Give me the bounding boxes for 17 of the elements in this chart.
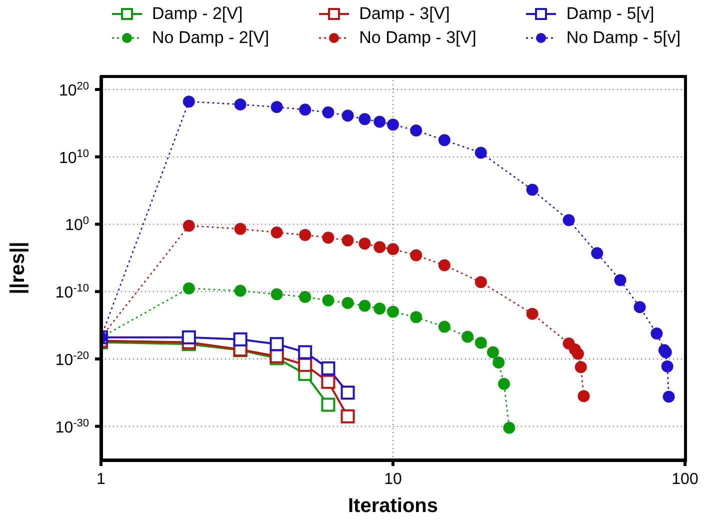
x-axis-title: Iterations — [348, 495, 438, 517]
y-tick-label: 10$^{20}$ — [58, 80, 89, 100]
y-tick-label: 10$^{-10}$ — [55, 282, 89, 302]
legend-label: No Damp - 3[V] — [359, 28, 476, 48]
y-tick-label: 10$^{-30}$ — [55, 417, 89, 436]
legend-label: Damp - 5[v] — [566, 4, 654, 24]
y-tick-label: 10$^{-20}$ — [55, 350, 89, 369]
legend-label: No Damp - 2[V] — [152, 28, 270, 48]
legend-label: Damp - 2[V] — [152, 4, 243, 24]
legend-label: No Damp - 5[v] — [566, 28, 681, 48]
y-tick-label: 10$^{0}$ — [65, 215, 89, 234]
y-tick-label: 10$^{10}$ — [58, 148, 89, 167]
x-tick-label: 1 — [96, 471, 106, 488]
x-tick-label: 100 — [672, 471, 698, 488]
legend-label: Damp - 3[V] — [359, 4, 450, 24]
x-tick-label: 10 — [384, 471, 402, 488]
y-axis-title: ||res|| — [7, 242, 30, 294]
